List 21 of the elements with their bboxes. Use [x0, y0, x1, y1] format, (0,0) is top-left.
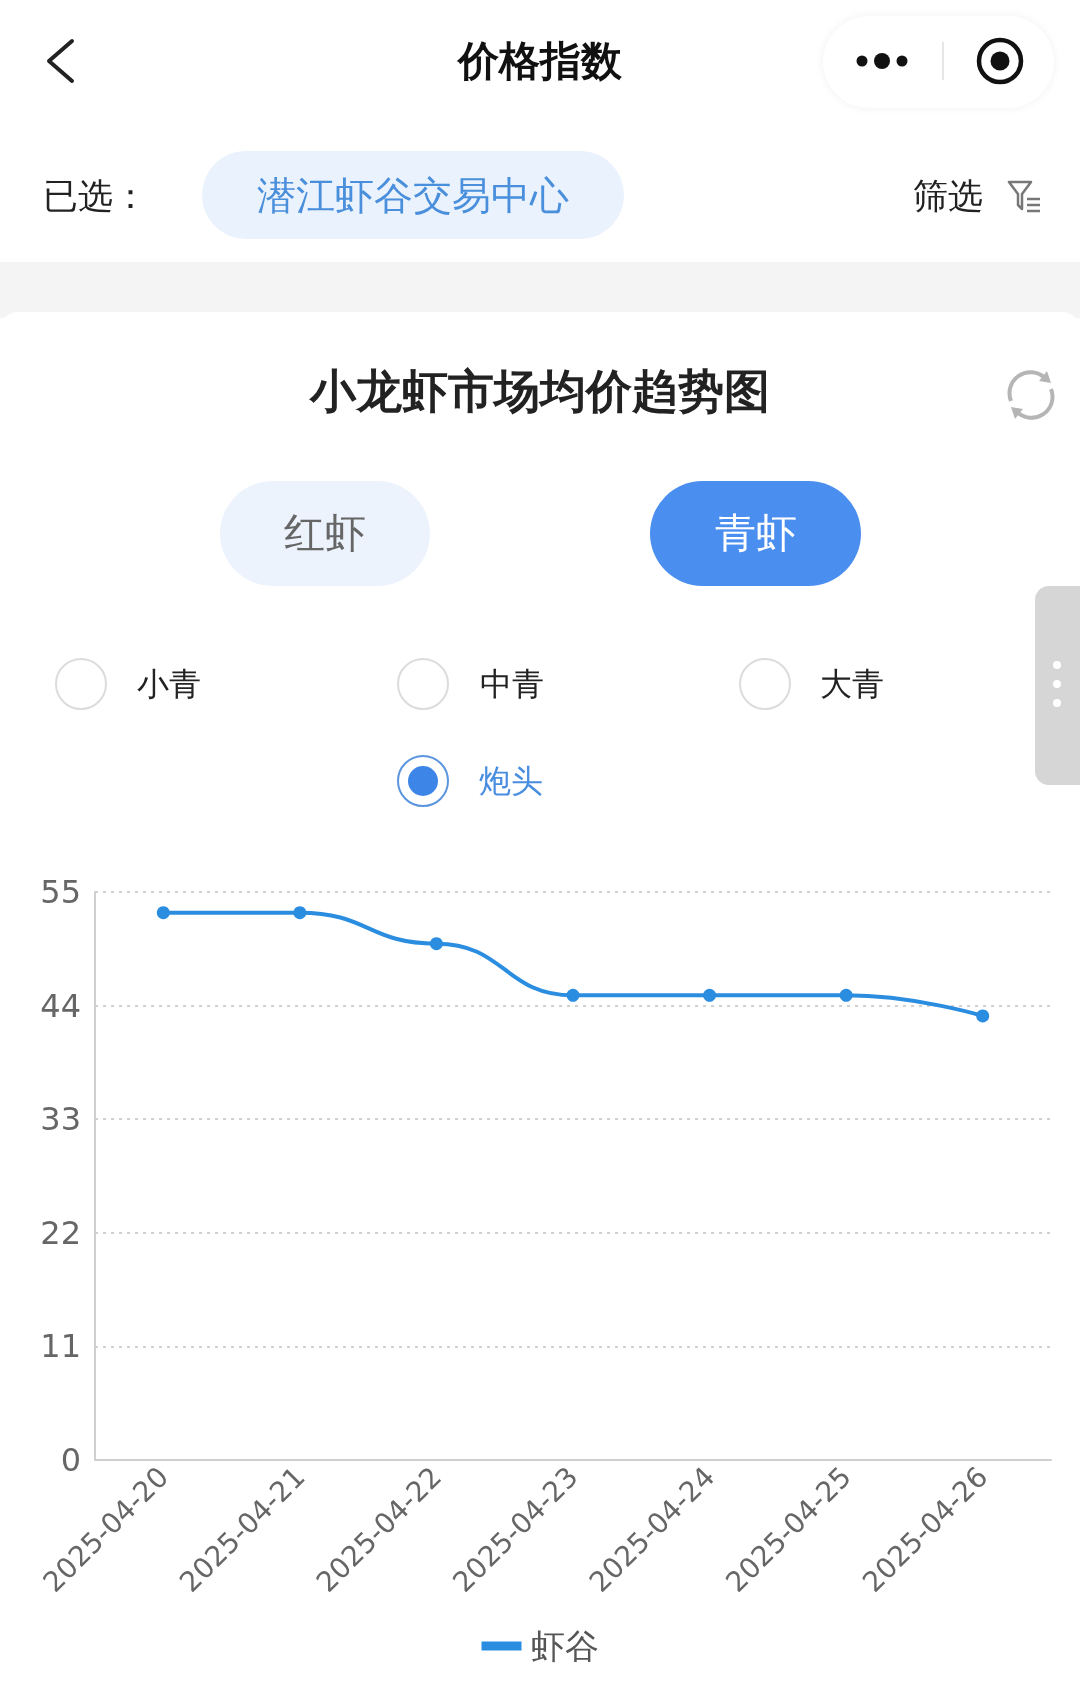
y-tick-label: 22 [40, 1213, 81, 1252]
legend-label: 虾谷 [530, 1626, 599, 1666]
text: 筛选 [913, 175, 983, 216]
text: 已选： [43, 175, 148, 216]
point [566, 988, 580, 1002]
chart-title: 小龙虾市场均价趋势图 [308, 364, 770, 418]
text: 小青 [137, 665, 201, 703]
point [703, 988, 717, 1002]
point [293, 906, 307, 920]
y-tick-label: 33 [40, 1100, 81, 1139]
point [156, 906, 170, 920]
y-tick-label: 11 [40, 1327, 81, 1366]
text: 大青 [820, 665, 884, 703]
point [429, 937, 443, 951]
text: 价格指数 [456, 36, 623, 85]
y-tick-label: 44 [40, 986, 81, 1025]
y-tick-label: 55 [40, 873, 81, 911]
text: 炮头 [479, 762, 543, 800]
point [839, 988, 853, 1002]
text: 中青 [480, 665, 544, 703]
point [976, 1009, 990, 1023]
